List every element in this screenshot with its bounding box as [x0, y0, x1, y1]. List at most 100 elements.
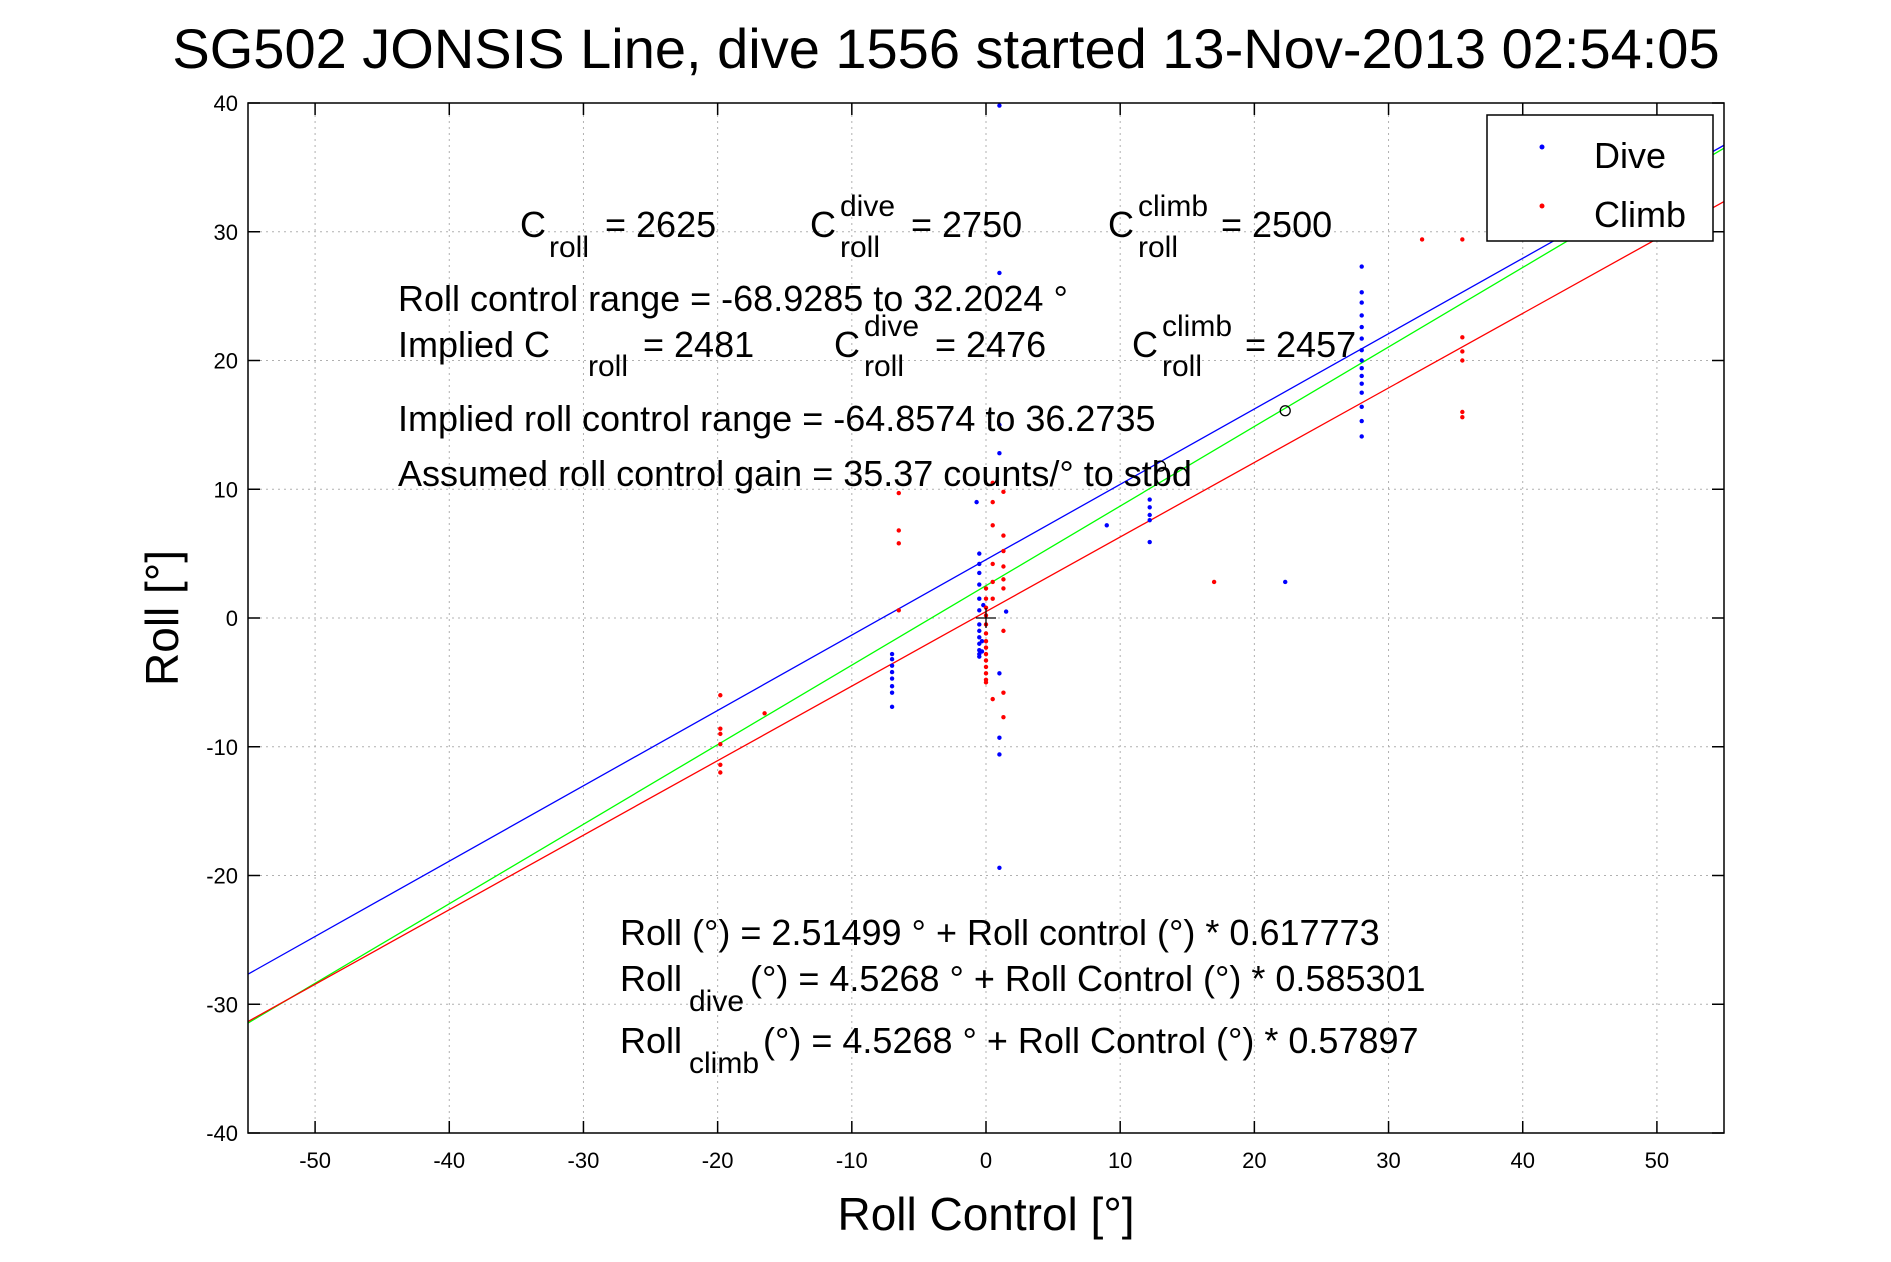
y-tick-label: -40 — [206, 1121, 238, 1146]
climb-point — [983, 664, 989, 670]
c-dive-value: = 2750 — [911, 204, 1022, 245]
c-climb-subscript: roll — [1138, 231, 1178, 264]
dive-point — [1003, 609, 1009, 614]
dive-point — [977, 582, 982, 587]
climb-point — [990, 596, 995, 601]
legend-dive-label: Dive — [1594, 135, 1666, 176]
climb-point — [1460, 414, 1465, 420]
x-tick-label: 40 — [1510, 1148, 1534, 1173]
implied-c-climb-label: C — [1132, 324, 1158, 365]
dive-point — [889, 690, 895, 695]
climb-point — [990, 561, 995, 567]
climb-point — [718, 741, 723, 747]
climb-point — [718, 726, 723, 731]
climb-point — [1001, 690, 1006, 695]
climb-point — [896, 608, 901, 613]
x-tick-label: 30 — [1376, 1148, 1400, 1173]
circle-marker — [1154, 460, 1167, 472]
roll-control-gain: Assumed roll control gain = 35.37 counts… — [398, 453, 1192, 494]
implied-c-dive-label: C — [834, 324, 860, 365]
climb-point — [990, 480, 995, 486]
y-tick-label: 20 — [214, 349, 238, 374]
c-dive-label: C — [810, 204, 836, 245]
dive-point — [889, 663, 895, 668]
dive-point — [1359, 358, 1364, 363]
dive-point — [997, 752, 1002, 757]
c-climb-value: = 2500 — [1221, 204, 1332, 245]
equation-overall: Roll (°) = 2.51499 ° + Roll control (°) … — [620, 912, 1380, 953]
dive-point — [974, 499, 979, 505]
legend: Dive Climb — [1486, 114, 1714, 242]
implied-roll-control-range: Implied roll control range = -64.8574 to… — [398, 398, 1156, 439]
c-dive-subscript: roll — [840, 231, 880, 264]
dive-point — [889, 669, 895, 675]
y-tick-label: 10 — [214, 477, 238, 502]
implied-c-dive-subscript: roll — [864, 350, 904, 383]
dive-point — [997, 865, 1002, 870]
climb-point — [896, 490, 901, 496]
dive-point — [977, 551, 982, 556]
climb-point — [1001, 586, 1006, 591]
climb-point — [983, 680, 989, 685]
annotation-implied-c-values: Implied C roll = 2481 C dive roll = 2476… — [398, 310, 1356, 383]
c-dive-superscript: dive — [840, 190, 895, 223]
climb-point — [1460, 349, 1465, 354]
axis-ticks: -50 -40 -30 -20 -10 0 10 20 30 40 50 -40 -30 -20 -10 0 1… — [206, 91, 1724, 1173]
dive-point — [1359, 336, 1364, 341]
dive-point — [1359, 264, 1364, 269]
c-roll-label: C — [520, 204, 546, 245]
climb-point — [896, 528, 901, 533]
x-axis-label: Roll Control [°] — [837, 1188, 1134, 1240]
y-tick-label: 0 — [226, 606, 238, 631]
climb-point — [1001, 548, 1006, 554]
climb-point — [896, 541, 901, 546]
equation-dive-subscript: dive — [689, 985, 744, 1018]
c-climb-label: C — [1108, 204, 1134, 245]
climb-point — [990, 499, 995, 505]
annotation-c-values: C roll = 2625 C dive roll = 2750 C climb… — [520, 190, 1332, 264]
c-climb-superscript: climb — [1138, 190, 1208, 223]
implied-c-climb-value: = 2457 — [1245, 324, 1356, 365]
circle-marker — [1279, 405, 1291, 417]
climb-point — [983, 605, 989, 610]
dive-point — [1104, 523, 1109, 528]
c-roll-value: = 2625 — [605, 204, 716, 245]
x-tick-label: 10 — [1108, 1148, 1132, 1173]
implied-c-climb-superscript: climb — [1162, 310, 1232, 343]
y-tick-label: 40 — [214, 91, 238, 116]
special-markers — [976, 405, 1291, 628]
dive-point — [997, 671, 1002, 676]
equation-dive-tail: (°) = 4.5268 ° + Roll Control (°) * 0.58… — [750, 958, 1426, 999]
climb-point — [983, 631, 989, 636]
dive-point — [1359, 434, 1364, 439]
implied-c-roll-subscript: roll — [588, 350, 628, 383]
climb-point — [983, 671, 989, 676]
dive-point — [1359, 404, 1364, 410]
x-tick-label: 0 — [980, 1148, 992, 1173]
climb-point — [1001, 628, 1006, 634]
chart-title: SG502 JONSIS Line, dive 1556 started 13-… — [172, 17, 1719, 80]
equation-climb-head: Roll — [620, 1020, 682, 1061]
dive-point — [977, 635, 982, 640]
dive-point — [1147, 505, 1152, 510]
regression-equations: Roll (°) = 2.51499 ° + Roll control (°) … — [620, 912, 1426, 1080]
climb-point — [718, 770, 723, 775]
dive-point — [1359, 348, 1364, 353]
dive-point — [889, 676, 895, 681]
dive-point — [997, 451, 1002, 456]
dive-point — [977, 622, 982, 627]
implied-c-roll-label: Implied C — [398, 324, 550, 365]
dive-point — [889, 704, 895, 710]
implied-c-climb-subscript: roll — [1162, 350, 1202, 383]
equation-dive-head: Roll — [620, 958, 682, 999]
y-tick-label: -10 — [206, 735, 238, 760]
dive-point — [977, 654, 982, 659]
dive-point — [979, 649, 985, 654]
legend-climb-label: Climb — [1594, 194, 1686, 235]
dive-point — [1359, 324, 1364, 330]
data-points — [718, 103, 1465, 870]
climb-point — [1419, 237, 1425, 242]
climb-point — [983, 586, 989, 591]
climb-point — [1001, 489, 1006, 495]
